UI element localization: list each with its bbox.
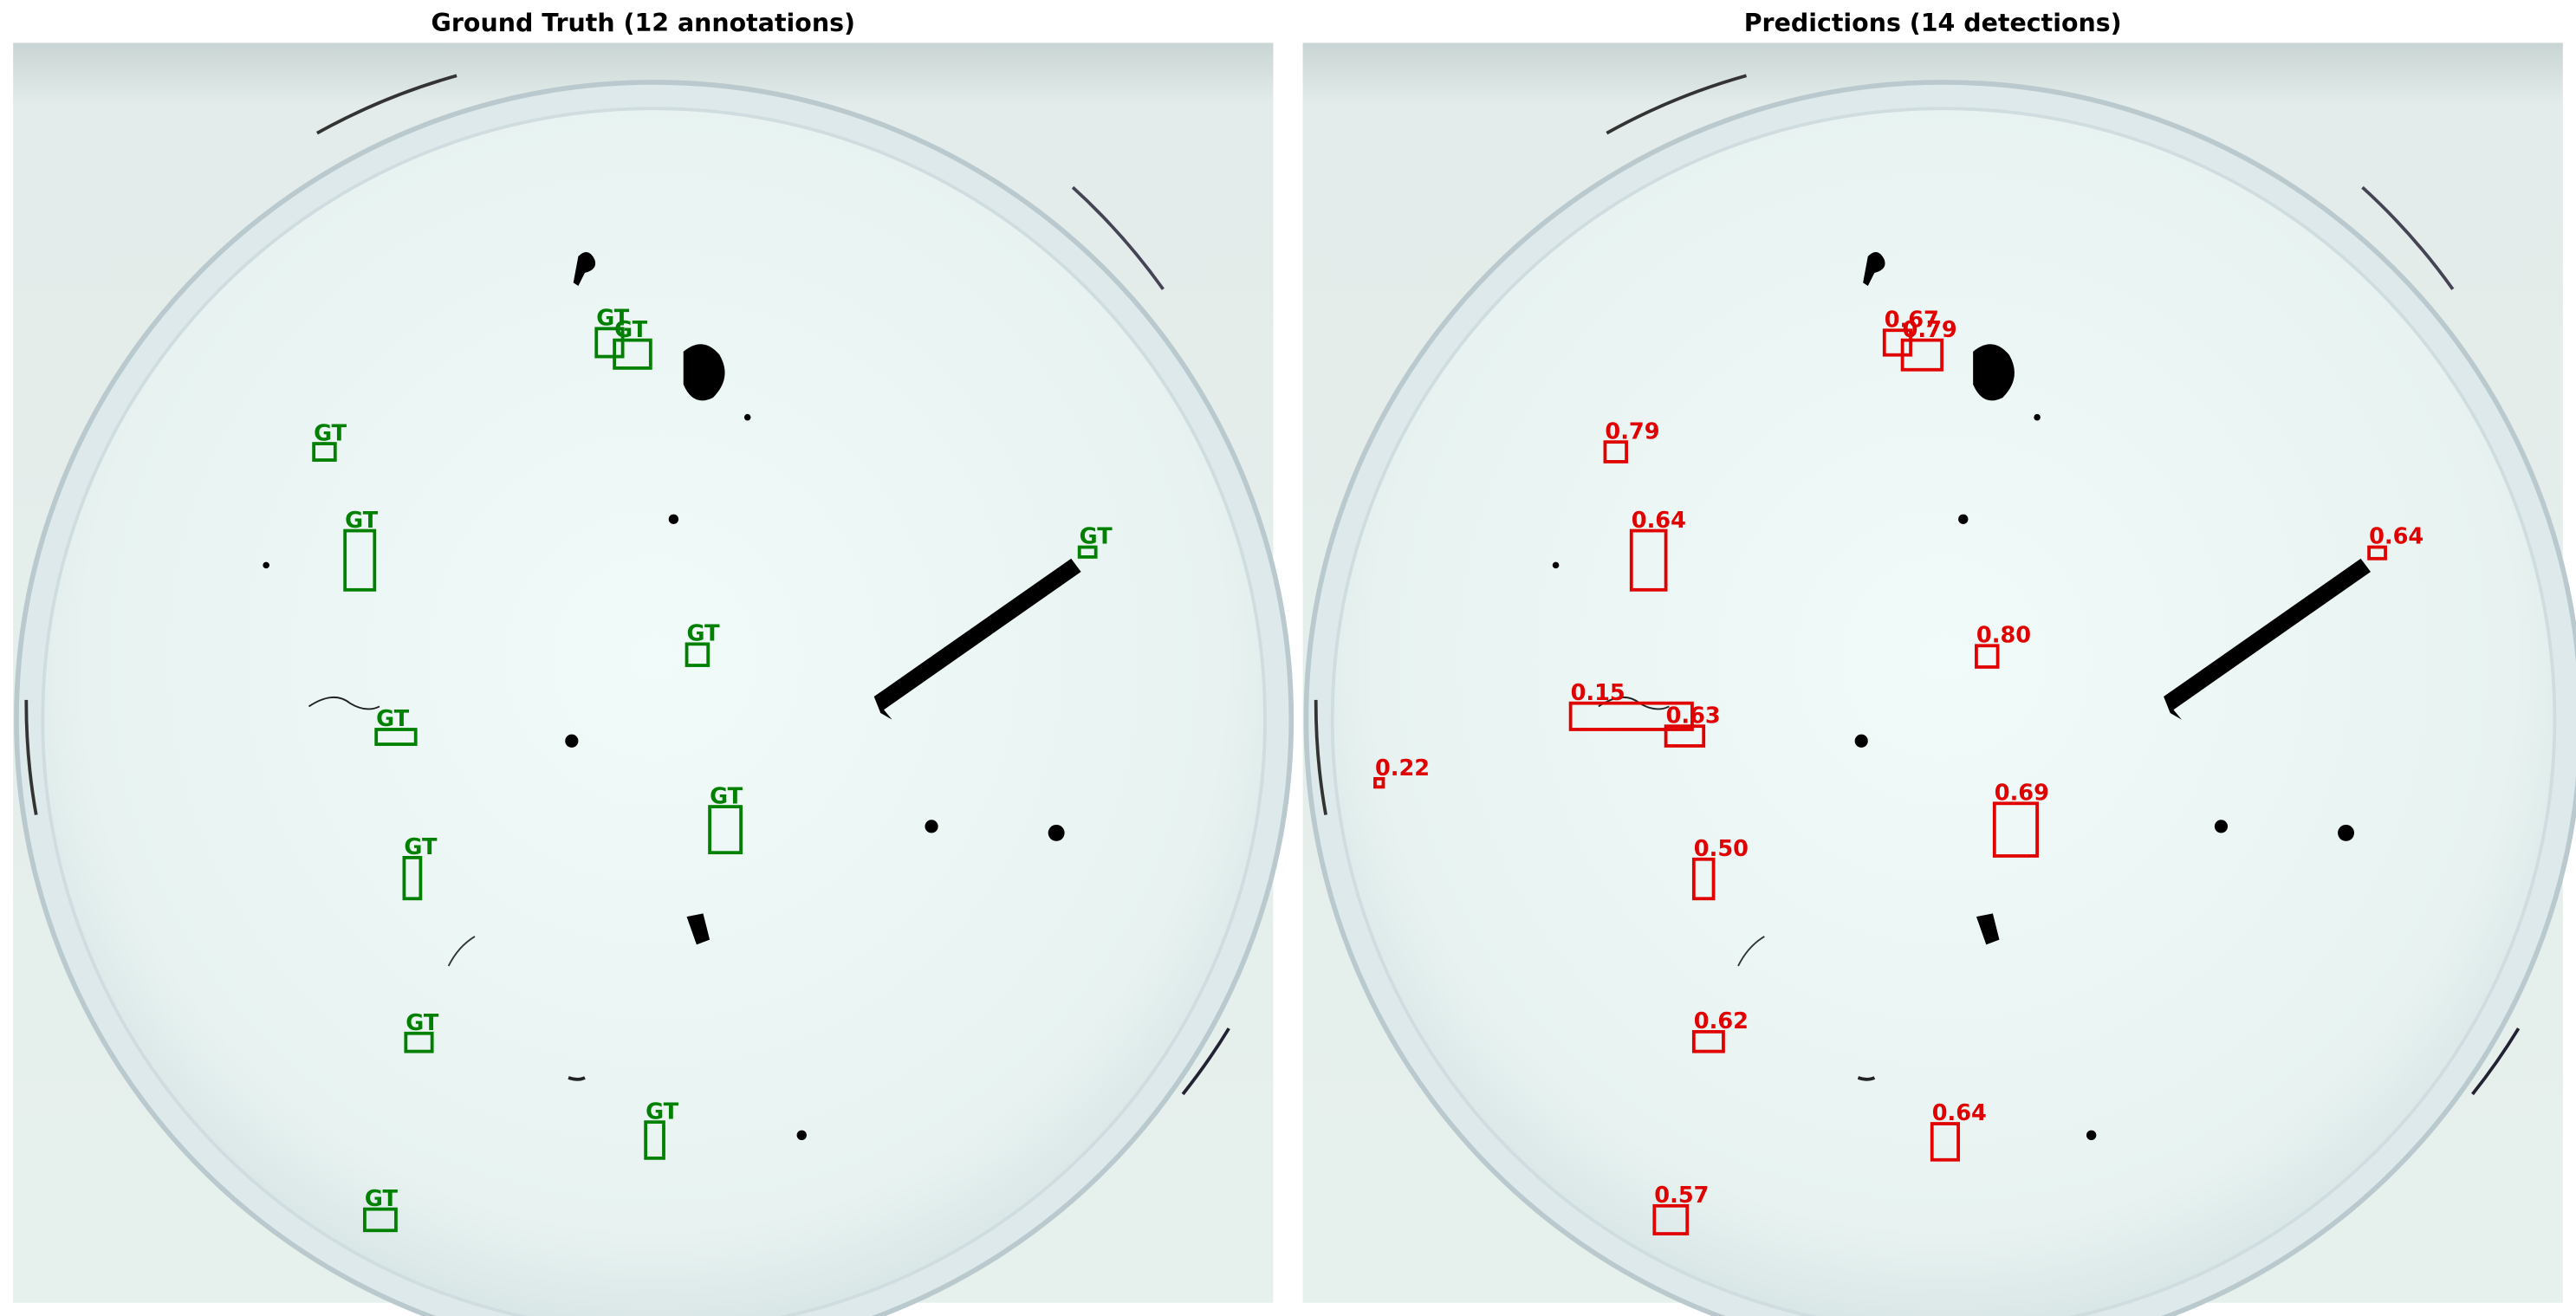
- bounding-box: [1930, 1122, 1960, 1162]
- box-label: 0.64: [2369, 524, 2424, 550]
- box-label: 0.15: [1571, 680, 1625, 706]
- box-label: GT: [345, 508, 379, 534]
- box-label: GT: [1080, 524, 1113, 550]
- box-label: 0.64: [1932, 1100, 1987, 1126]
- box-label: 0.79: [1605, 418, 1659, 444]
- box-label: 0.50: [1694, 836, 1749, 862]
- image: [13, 42, 1291, 1316]
- box-label: 0.57: [1654, 1183, 1709, 1209]
- box-label: 0.80: [1976, 622, 2031, 648]
- bounding-box: [1603, 440, 1628, 464]
- box-label: GT: [406, 1010, 439, 1036]
- bounding-box: [1664, 724, 1706, 748]
- bounding-box: [343, 528, 377, 592]
- bounding-box: [708, 805, 743, 855]
- box-label: 0.67: [1885, 307, 1939, 333]
- bounding-box: [2367, 545, 2387, 561]
- bounding-box: [1882, 328, 1912, 357]
- bounding-box: [1077, 545, 1098, 559]
- bounding-box: [685, 642, 711, 667]
- box-label: GT: [614, 317, 648, 343]
- box-label: GT: [404, 834, 438, 860]
- box-label: GT: [365, 1186, 399, 1212]
- box-label: 0.69: [1995, 781, 2049, 807]
- box-label: 0.64: [1632, 508, 1686, 534]
- box-label: GT: [596, 306, 630, 332]
- box-label: GT: [314, 420, 347, 446]
- bounding-box: [374, 728, 418, 746]
- box-label: 0.79: [1903, 317, 1957, 343]
- box-label: 0.22: [1375, 755, 1430, 781]
- bounding-box: [312, 442, 337, 462]
- bounding-box: [402, 855, 423, 901]
- box-label: GT: [376, 706, 410, 732]
- panel-title: Predictions (14 detections): [1744, 9, 2122, 37]
- bounding-box: [1992, 801, 2039, 858]
- bounding-box: [363, 1207, 398, 1233]
- bounding-box: [1900, 338, 1944, 372]
- bounding-box: [1373, 776, 1385, 789]
- bounding-box: [1629, 528, 1668, 592]
- bounding-box: [1568, 701, 1694, 731]
- bounding-box: [1691, 1029, 1725, 1053]
- panel-title: Ground Truth (12 annotations): [431, 9, 855, 37]
- box-label: GT: [710, 783, 743, 809]
- box-label: GT: [646, 1099, 679, 1125]
- bounding-box: [644, 1120, 665, 1160]
- box-label: GT: [687, 621, 721, 647]
- bounding-box: [1652, 1203, 1690, 1235]
- bounding-box: [1691, 857, 1716, 901]
- bounding-box: [1975, 644, 2000, 669]
- bounding-box: [594, 327, 625, 359]
- bounding-box: [404, 1031, 434, 1053]
- box-label: 0.63: [1666, 703, 1721, 729]
- box-label: 0.62: [1694, 1008, 1749, 1034]
- bounding-box: [613, 338, 652, 370]
